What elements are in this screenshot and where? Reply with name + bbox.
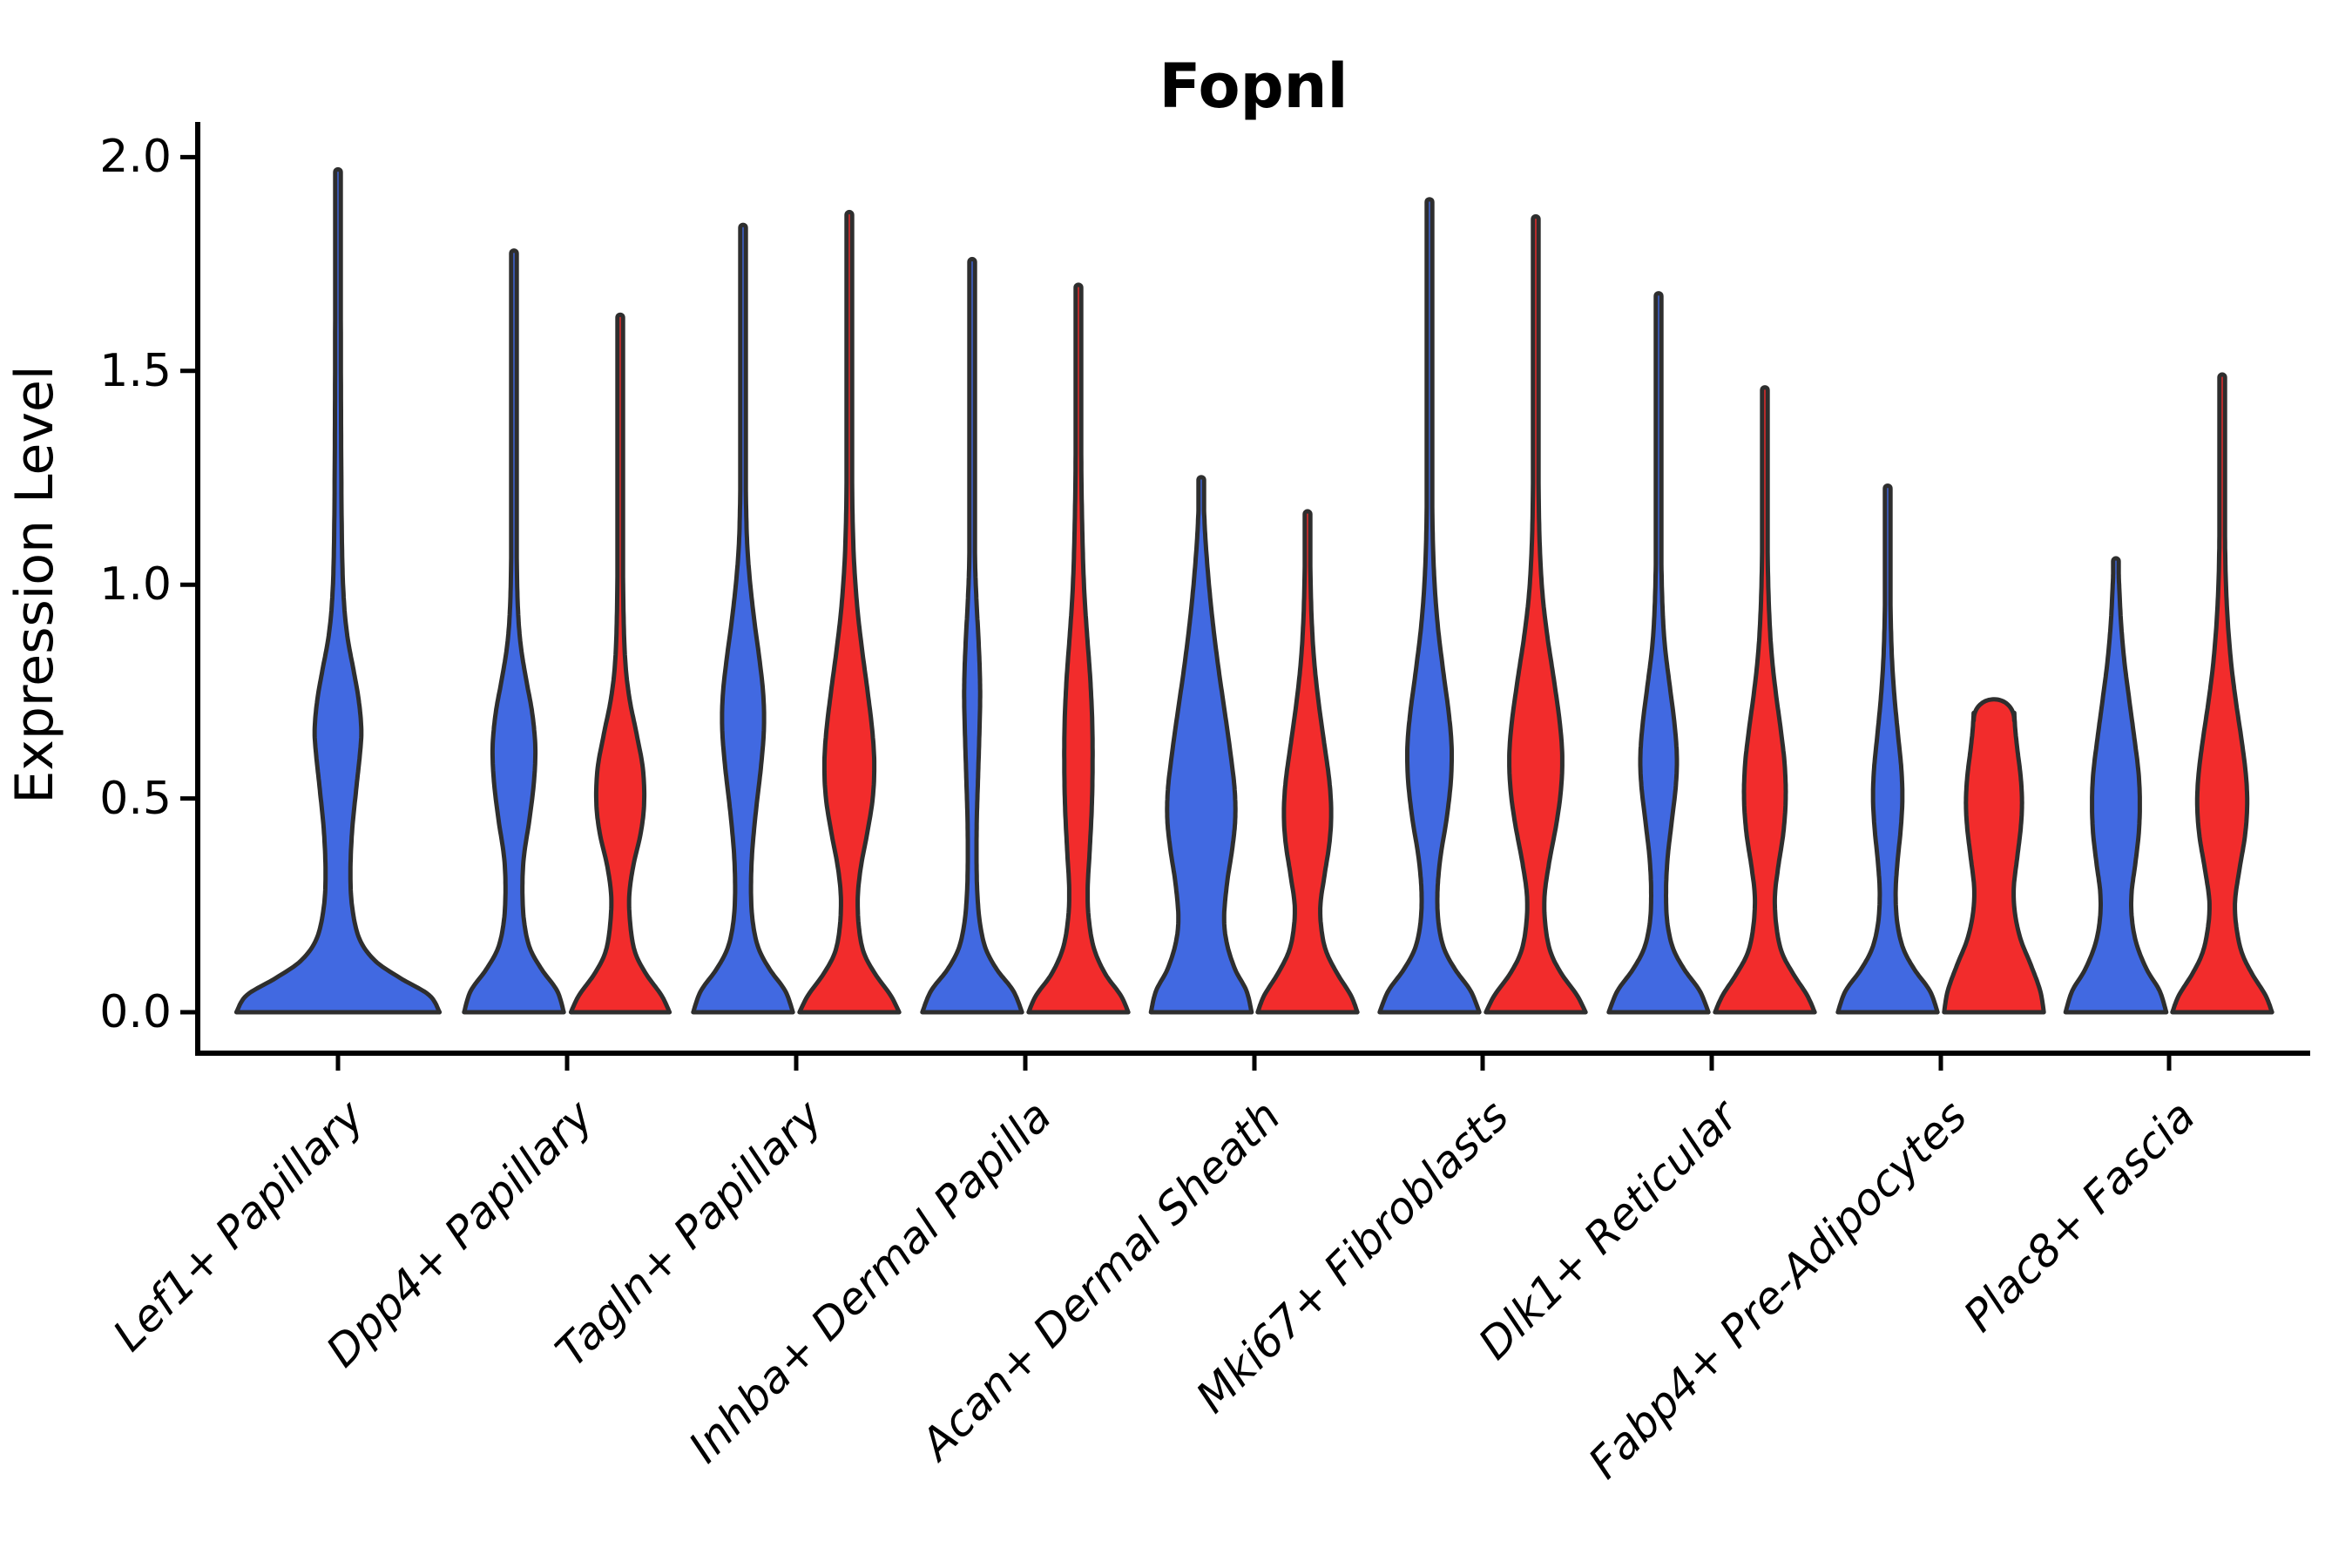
violin-mki67-fibroblasts-blue xyxy=(1377,197,1482,1015)
y-tick-label: 1.5 xyxy=(99,344,172,397)
violin-mki67-fibroblasts-red xyxy=(1484,213,1588,1015)
violin-lef1-papillary-blue xyxy=(233,166,443,1015)
violin-tagln-papillary-blue xyxy=(691,222,795,1015)
violin-inhba-dermal-papilla-blue xyxy=(920,256,1024,1015)
violin-acan-dermal-sheath-blue xyxy=(1148,475,1254,1015)
violin-fabp4-pre-adipocytes-red xyxy=(1942,697,2046,1015)
y-axis-title: Expression Level xyxy=(4,365,65,804)
violin-dlk1-reticular-red xyxy=(1713,385,1817,1015)
violin-tagln-papillary-red xyxy=(797,209,902,1015)
violin-dpp4-papillary-blue xyxy=(462,248,566,1015)
violin-plac8-fascia-blue xyxy=(2063,556,2169,1015)
violin-dlk1-reticular-blue xyxy=(1606,291,1711,1015)
y-tick-label: 0.5 xyxy=(99,772,172,825)
chart-title: Fopnl xyxy=(1159,51,1348,122)
violin-fabp4-pre-adipocytes-blue xyxy=(1835,483,1940,1015)
y-tick-label: 1.0 xyxy=(99,558,172,612)
violin-inhba-dermal-papilla-red xyxy=(1026,282,1131,1015)
violin-acan-dermal-sheath-red xyxy=(1255,509,1360,1015)
y-tick-label: 0.0 xyxy=(99,986,172,1038)
violin-plac8-fascia-red xyxy=(2170,372,2274,1015)
violin-dpp4-papillary-red xyxy=(568,312,672,1015)
y-tick-label: 2.0 xyxy=(99,131,172,184)
